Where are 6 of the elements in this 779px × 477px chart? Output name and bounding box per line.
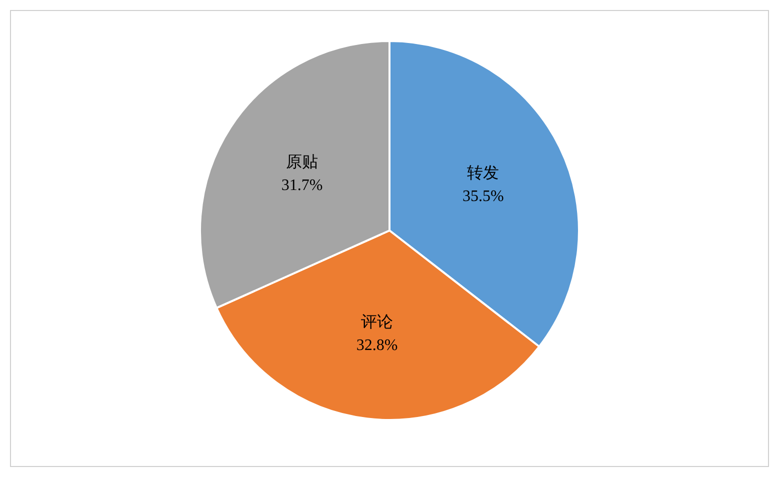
data-label: 31.7% [281,177,323,194]
slice-label: 原贴 [286,154,318,172]
data-label: 35.5% [462,188,504,205]
data-label: 32.8% [356,337,398,354]
slice-label: 评论 [361,313,394,332]
slice-label: 转发 [467,164,500,182]
